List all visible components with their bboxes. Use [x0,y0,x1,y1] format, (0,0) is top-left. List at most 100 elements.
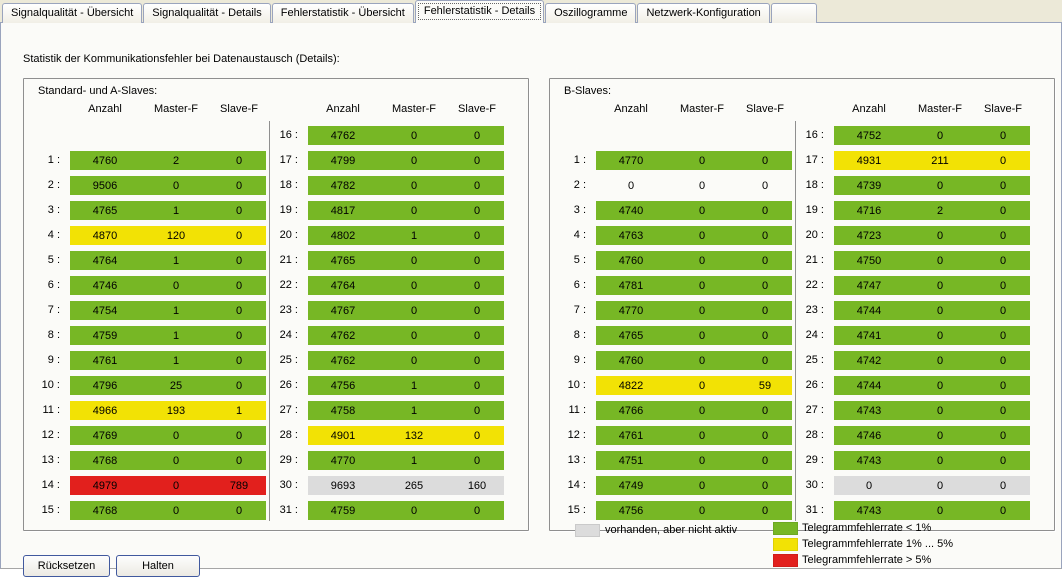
anzahl-value: 4822 [618,379,644,392]
master-f-value: 0 [936,329,944,342]
slave-address-label: 28 : [805,429,824,441]
slave-f-value: 0 [473,454,481,467]
reset-button[interactable]: Rücksetzen [23,555,110,577]
stat-row: 8 : 4765 0 0 [550,326,1054,345]
hold-button[interactable]: Halten [116,555,200,577]
status-bar-green: 4817 0 0 [308,201,504,220]
status-bar-gray: 0 0 0 [834,476,1030,495]
anzahl-value: 4746 [92,279,118,292]
stat-row: 21 : 4765 0 0 [24,251,528,270]
anzahl-value: 4765 [618,329,644,342]
slave-address-label: 15 : [567,504,586,516]
slave-address-label: 23 : [805,304,824,316]
anzahl-value: 4765 [330,254,356,267]
column-divider [795,121,796,521]
slave-address-label: 29 : [279,454,298,466]
slave-f-value: 0 [473,379,481,392]
anzahl-value: 4870 [92,229,118,242]
tab-signalqualitaet-details[interactable]: Signalqualität - Details [143,3,271,23]
master-f-value: 120 [166,229,186,242]
status-bar-green: 4766 0 0 [596,401,792,420]
slave-f-value: 0 [235,329,243,342]
stat-row: 8 : 4759 1 0 [24,326,528,345]
stat-row: 21 : 4750 0 0 [550,251,1054,270]
stat-row: 4 : 4870 120 0 [24,226,528,245]
anzahl-value: 4756 [330,379,356,392]
legend-label-inactive: vorhanden, aber nicht aktiv [605,524,738,536]
stat-row: 14 : 4979 0 789 [24,476,528,495]
slave-f-value: 0 [999,404,1007,417]
stat-row: 24 : 4762 0 0 [24,326,528,345]
slave-address-label: 9 : [573,354,586,366]
anzahl-value: 4761 [92,354,118,367]
master-f-value: 0 [936,179,944,192]
tab-fehlerstatistik-uebersicht[interactable]: Fehlerstatistik - Übersicht [271,3,414,23]
anzahl-value: 4767 [330,304,356,317]
master-f-value: 0 [698,454,706,467]
master-f-value: 0 [410,129,418,142]
stat-row: 12 : 4761 0 0 [550,426,1054,445]
tab-bar: Signalqualität - Übersicht Signalqualitä… [2,0,818,23]
anzahl-value: 4740 [618,204,644,217]
column-header-anzahl: Anzahl [88,103,122,115]
master-f-value: 1 [410,229,418,242]
anzahl-value: 4901 [330,429,356,442]
groupbox-b-slaves: B-Slaves: Anzahl Master-F Slave-F Anzahl… [549,78,1055,531]
slave-f-value: 0 [235,154,243,167]
master-f-value: 0 [172,504,180,517]
master-f-value: 0 [698,429,706,442]
anzahl-value: 4759 [330,504,356,517]
slave-address-label: 1 : [47,154,60,166]
status-bar-red: 4979 0 789 [70,476,266,495]
stat-row: 25 : 4742 0 0 [550,351,1054,370]
anzahl-value: 4756 [618,504,644,517]
stat-row: 6 : 4746 0 0 [24,276,528,295]
stat-row: 11 : 4966 193 1 [24,401,528,420]
status-bar-green: 4743 0 0 [834,451,1030,470]
master-f-value: 0 [698,204,706,217]
tab-netzwerk-konfiguration[interactable]: Netzwerk-Konfiguration [637,3,770,23]
anzahl-value: 4768 [92,504,118,517]
anzahl-value: 4743 [856,404,882,417]
anzahl-value: 9506 [92,179,118,192]
status-bar-green: 4767 0 0 [308,301,504,320]
master-f-value: 0 [698,404,706,417]
tab-signalqualitaet-uebersicht[interactable]: Signalqualität - Übersicht [2,3,143,23]
slave-f-value: 0 [999,279,1007,292]
master-f-value: 0 [936,429,944,442]
tab-fehlerstatistik-details[interactable]: Fehlerstatistik - Details [414,0,545,23]
master-f-value: 1 [410,404,418,417]
anzahl-value: 4766 [618,404,644,417]
anzahl-value: 4743 [856,504,882,517]
slave-address-label: 28 : [279,429,298,441]
master-f-value: 0 [936,304,944,317]
status-bar-green: 4746 0 0 [70,276,266,295]
slave-address-label: 6 : [47,279,60,291]
master-f-value: 0 [936,404,944,417]
master-f-value: 25 [169,379,183,392]
slave-f-value: 0 [473,329,481,342]
stat-row: 27 : 4743 0 0 [550,401,1054,420]
slave-f-value: 0 [473,279,481,292]
anzahl-value: 9693 [330,479,356,492]
slave-address-label: 20 : [279,229,298,241]
status-bar-green: 4770 0 0 [596,301,792,320]
status-bar-green: 4752 0 0 [834,126,1030,145]
master-f-value: 0 [410,204,418,217]
anzahl-value: 4744 [856,304,882,317]
slave-f-value: 0 [761,204,769,217]
empty-tab-stub [770,3,817,23]
status-bar-green: 4750 0 0 [834,251,1030,270]
column-headers: Anzahl Master-F Slave-F [70,103,266,115]
slave-address-label: 10 : [567,379,586,391]
stat-row: 10 : 4822 0 59 [550,376,1054,395]
tab-oszillogramme[interactable]: Oszillogramme [545,3,637,23]
slave-address-label: 9 : [47,354,60,366]
master-f-value: 0 [936,279,944,292]
master-f-value: 132 [404,429,424,442]
anzahl-value: 4796 [92,379,118,392]
slave-f-value: 0 [999,154,1007,167]
slave-f-value: 0 [473,204,481,217]
master-f-value: 0 [410,179,418,192]
